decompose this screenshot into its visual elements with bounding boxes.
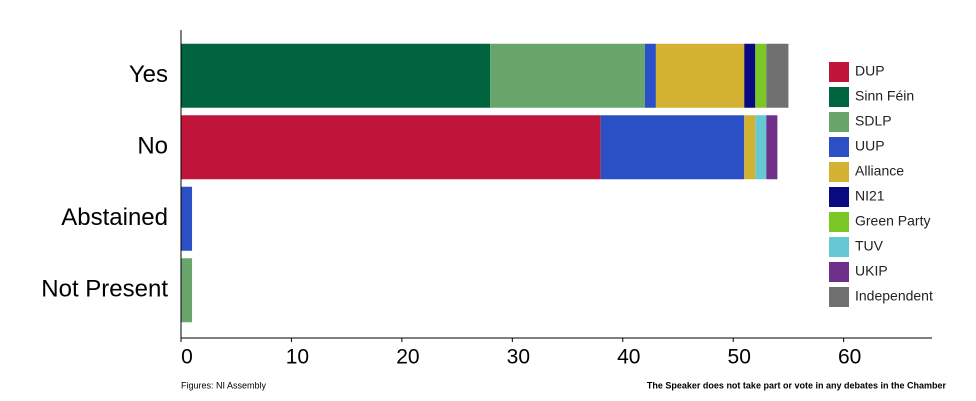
bar-segment: [181, 43, 491, 108]
bar-segment: [755, 115, 767, 180]
legend-swatch: [829, 62, 849, 82]
category-label: No: [137, 133, 168, 160]
note: The Speaker does not take part or vote i…: [647, 380, 947, 390]
legend-label: Independent: [855, 288, 933, 304]
x-tick-label: 10: [286, 346, 309, 369]
x-tick-label: 0: [181, 346, 193, 369]
legend-swatch: [829, 212, 849, 232]
legend-label: Sinn Féin: [855, 88, 914, 104]
legend-swatch: [829, 287, 849, 307]
legend-label: SDLP: [855, 113, 892, 129]
bar-segment: [490, 43, 645, 108]
bar-segment: [644, 43, 656, 108]
source: Figures: NI Assembly: [181, 380, 267, 390]
legend-label: UKIP: [855, 263, 888, 279]
bar-segment: [766, 115, 778, 180]
bar-segment: [766, 43, 789, 108]
category-label: Yes: [129, 61, 168, 88]
legend-label: NI21: [855, 188, 885, 204]
x-tick-label: 50: [728, 346, 751, 369]
legend-swatch: [829, 112, 849, 132]
x-tick-label: 20: [396, 346, 419, 369]
legend-label: UUP: [855, 138, 885, 154]
category-label: Not Present: [41, 276, 168, 303]
x-tick-label: 40: [617, 346, 640, 369]
legend-swatch: [829, 187, 849, 207]
x-tick-label: 60: [838, 346, 861, 369]
legend-label: DUP: [855, 63, 885, 79]
bar-segment: [600, 115, 745, 180]
legend-label: Green Party: [855, 213, 930, 229]
bar-segment: [744, 43, 756, 108]
legend-label: Alliance: [855, 163, 904, 179]
x-tick-label: 30: [507, 346, 530, 369]
bar-segment: [181, 115, 601, 180]
bar-segment: [181, 258, 193, 323]
category-label: Abstained: [61, 204, 168, 231]
legend-swatch: [829, 87, 849, 107]
bar-segment: [655, 43, 745, 108]
legend-swatch: [829, 237, 849, 257]
legend-swatch: [829, 137, 849, 157]
legend-swatch: [829, 162, 849, 182]
bar-segment: [755, 43, 767, 108]
bar-segment: [181, 186, 193, 251]
legend-label: TUV: [855, 238, 884, 254]
legend-swatch: [829, 262, 849, 282]
bar-segment: [744, 115, 756, 180]
